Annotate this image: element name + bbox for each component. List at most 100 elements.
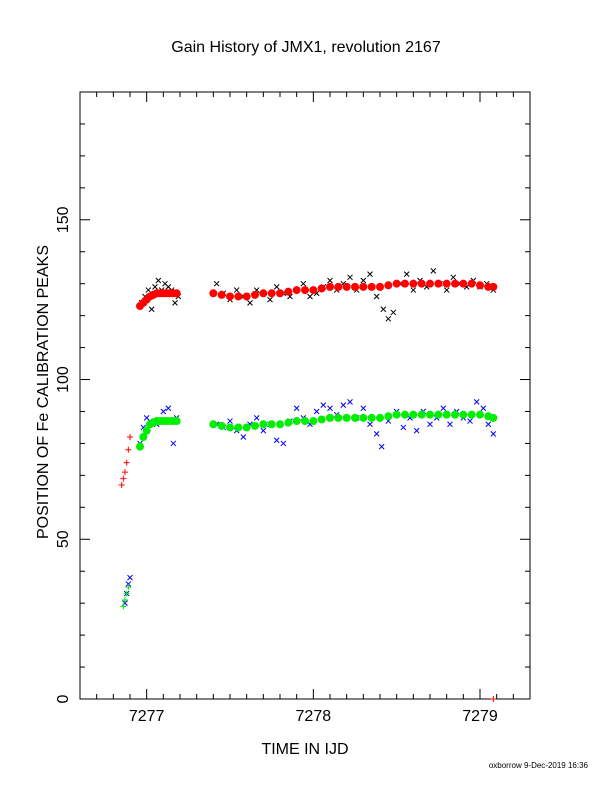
data-point	[442, 410, 451, 419]
data-point	[209, 289, 218, 298]
data-point	[326, 413, 334, 422]
data-point	[123, 590, 130, 597]
data-point	[459, 279, 468, 288]
data-point	[276, 289, 284, 298]
data-point	[309, 286, 318, 295]
data-point	[301, 417, 309, 426]
data-point	[170, 440, 177, 447]
y-axis-label: POSITION OF Fe CALIBRATION PEAKS	[35, 245, 52, 539]
data-point	[373, 293, 380, 300]
data-point	[273, 284, 280, 290]
data-point	[485, 421, 492, 428]
data-point	[359, 413, 368, 422]
data-point	[451, 410, 459, 419]
data-point	[209, 420, 218, 429]
data-point	[139, 433, 148, 442]
data-point	[426, 279, 434, 288]
data-point	[122, 469, 128, 476]
data-point	[342, 282, 351, 291]
data-point	[152, 284, 158, 290]
y-tick-label: 0	[55, 694, 72, 703]
data-point	[125, 584, 132, 591]
data-point	[259, 289, 268, 298]
data-point	[490, 696, 497, 702]
data-point	[317, 284, 326, 293]
data-point	[476, 410, 484, 419]
x-tick-label: 7279	[462, 708, 498, 725]
data-point	[400, 424, 407, 431]
data-point	[142, 426, 151, 435]
y-tick-label: 100	[55, 366, 72, 393]
data-point	[292, 286, 301, 295]
data-point	[417, 279, 426, 288]
data-point	[127, 434, 133, 441]
y-tick-label: 150	[55, 206, 72, 233]
data-point	[430, 268, 437, 274]
data-point	[292, 417, 301, 426]
data-point	[300, 280, 307, 287]
data-point	[359, 282, 368, 291]
data-point	[301, 286, 309, 295]
data-point	[234, 292, 243, 301]
data-point	[367, 413, 376, 422]
data-point	[247, 299, 253, 306]
data-point	[276, 420, 284, 429]
chart-title: Gain History of JMX1, revolution 2167	[171, 39, 441, 56]
data-point	[447, 421, 453, 428]
data-point	[367, 421, 373, 428]
data-point	[380, 306, 387, 313]
data-point	[309, 417, 318, 426]
data-point	[240, 434, 247, 440]
data-point	[122, 596, 128, 603]
data-point	[165, 405, 172, 412]
data-point	[307, 293, 313, 300]
data-point	[340, 402, 347, 408]
data-point	[160, 408, 167, 415]
data-point	[313, 408, 320, 415]
data-point	[260, 427, 267, 434]
data-point	[172, 417, 181, 426]
data-point	[426, 410, 434, 419]
data-point	[273, 437, 280, 444]
data-point	[401, 279, 409, 288]
x-tick-label: 7277	[129, 708, 165, 725]
data-point	[417, 410, 426, 419]
data-point	[427, 421, 433, 428]
data-point	[148, 306, 155, 313]
data-point	[384, 412, 393, 421]
data-point	[217, 290, 226, 299]
data-point	[401, 410, 409, 419]
data-point	[434, 279, 443, 288]
data-point	[467, 279, 476, 288]
data-point	[390, 309, 397, 316]
data-point	[392, 410, 401, 419]
data-point	[351, 282, 359, 291]
data-point	[476, 281, 484, 290]
data-point	[217, 421, 226, 430]
data-point	[342, 413, 351, 422]
data-point	[413, 427, 420, 434]
data-point	[360, 277, 367, 284]
data-point	[234, 423, 243, 432]
data-point	[384, 281, 393, 290]
data-point	[489, 282, 498, 291]
data-point	[442, 279, 451, 288]
data-point	[125, 446, 132, 453]
x-axis-label: TIME IN IJD	[261, 741, 348, 758]
data-point	[226, 423, 234, 432]
data-point	[451, 279, 459, 288]
data-point	[145, 287, 152, 293]
data-point	[409, 410, 418, 419]
data-point	[410, 287, 417, 293]
data-point	[125, 581, 132, 587]
data-point	[280, 440, 287, 447]
data-point	[480, 405, 487, 412]
data-point	[334, 282, 343, 291]
data-point	[490, 430, 497, 437]
data-point	[367, 271, 373, 277]
data-point	[267, 296, 273, 303]
data-point	[334, 413, 343, 422]
data-point	[473, 399, 480, 405]
data-point	[392, 279, 401, 288]
